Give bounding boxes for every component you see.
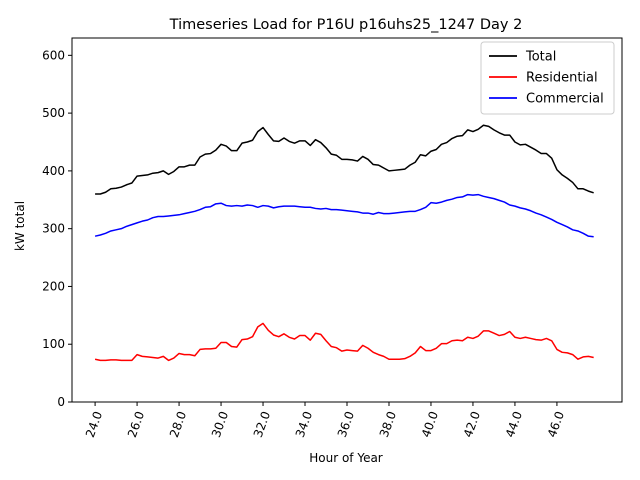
y-tick-label: 500	[42, 106, 65, 120]
x-tick-label: 30.0	[209, 409, 231, 439]
x-tick-label: 26.0	[125, 409, 147, 439]
y-tick-label: 0	[57, 395, 65, 409]
y-axis: 0 100 200 300 400 500 600	[42, 48, 72, 409]
y-tick-label: 400	[42, 164, 65, 178]
x-axis-label: Hour of Year	[309, 451, 383, 465]
y-tick-label: 300	[42, 222, 65, 236]
x-tick-label: 38.0	[377, 409, 399, 439]
legend-box	[480, 41, 615, 115]
chart-title: Timeseries Load for P16U p16uhs25_1247 D…	[169, 17, 523, 33]
x-tick-label: 46.0	[545, 409, 567, 439]
y-tick-label: 600	[42, 48, 65, 62]
x-axis: 24.0 26.0 28.0 30.0 32.0 34.0 36.0 38.0 40.0 42.0…	[83, 402, 567, 439]
x-tick-label: 32.0	[251, 409, 273, 439]
y-axis-label: kW total	[13, 201, 27, 251]
series-layer	[94, 124, 594, 362]
y-tick-label: 200	[42, 279, 65, 293]
x-tick-label: 28.0	[167, 409, 189, 439]
x-tick-label: 24.0	[83, 409, 105, 439]
x-tick-label: 40.0	[419, 409, 441, 439]
legend: Total Residential Commercial	[480, 41, 615, 115]
x-tick-label: 44.0	[503, 409, 525, 439]
x-tick-label: 34.0	[293, 409, 315, 439]
y-tick-label: 100	[42, 337, 65, 351]
legend-label-commercial: Commercial	[526, 92, 604, 107]
legend-items: Total Residential Commercial	[489, 50, 604, 107]
x-tick-label: 36.0	[335, 409, 357, 439]
legend-label-residential: Residential	[526, 71, 598, 86]
x-tick-label: 42.0	[461, 409, 483, 439]
series-line-residential	[94, 322, 594, 362]
series-line-commercial	[94, 193, 594, 238]
legend-label-total: Total	[525, 50, 556, 65]
series-line-total	[95, 124, 594, 195]
